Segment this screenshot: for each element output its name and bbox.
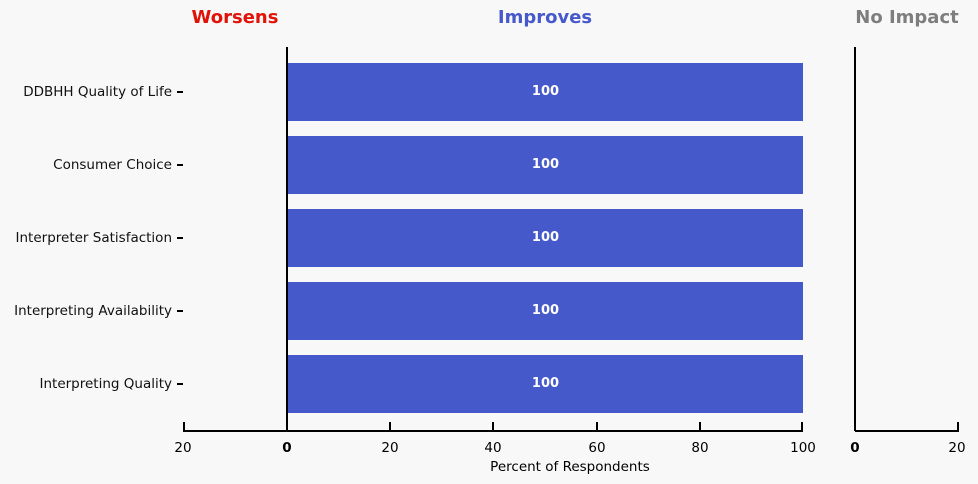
category-label-interpreting-availability: Interpreting Availability [14, 303, 172, 319]
bar-consumer-choice: 100 [288, 136, 803, 194]
category-label-consumer-choice: Consumer Choice [53, 157, 172, 173]
x-tick-label: 20 [174, 440, 192, 456]
bar-value-label: 100 [531, 84, 560, 99]
x-tick-label-zero: 0 [282, 440, 292, 456]
x-tick [957, 422, 959, 430]
x-tick-label: 100 [790, 440, 816, 456]
zero-axis-line-no-impact [854, 47, 856, 431]
bar-interpreting-quality: 100 [288, 355, 803, 413]
bar-ddbhh-quality-of-life: 100 [288, 63, 803, 121]
bar-value-label: 100 [531, 157, 560, 172]
x-tick-label-zero: 0 [850, 440, 860, 456]
panel-header-improves: Improves [497, 7, 593, 28]
zero-axis-line-improves [286, 47, 288, 431]
x-tick [389, 422, 391, 430]
category-label-interpreting-quality: Interpreting Quality [39, 376, 172, 392]
y-tick [177, 383, 183, 385]
x-tick [801, 422, 803, 430]
x-tick-label: 20 [948, 440, 966, 456]
x-tick-label: 40 [484, 440, 502, 456]
x-axis-line-no-impact [855, 430, 959, 432]
x-tick-label: 80 [691, 440, 709, 456]
y-tick [177, 237, 183, 239]
x-axis-title: Percent of Respondents [490, 459, 650, 475]
panel-header-no-impact: No Impact [855, 7, 959, 28]
x-tick [596, 422, 598, 430]
y-tick [177, 310, 183, 312]
x-tick [492, 422, 494, 430]
x-tick [699, 422, 701, 430]
bar-interpreter-satisfaction: 100 [288, 209, 803, 267]
y-tick [177, 91, 183, 93]
panel-header-worsens: Worsens [191, 7, 279, 28]
x-axis-line-main [183, 430, 803, 432]
y-tick [177, 164, 183, 166]
x-tick-label: 20 [381, 440, 399, 456]
category-label-ddbhh-quality-of-life: DDBHH Quality of Life [23, 84, 172, 100]
x-tick-label: 60 [588, 440, 606, 456]
bar-value-label: 100 [531, 376, 560, 391]
x-tick [183, 422, 185, 430]
bar-value-label: 100 [531, 230, 560, 245]
category-label-interpreter-satisfaction: Interpreter Satisfaction [15, 230, 172, 246]
bar-interpreting-availability: 100 [288, 282, 803, 340]
bar-value-label: 100 [531, 303, 560, 318]
